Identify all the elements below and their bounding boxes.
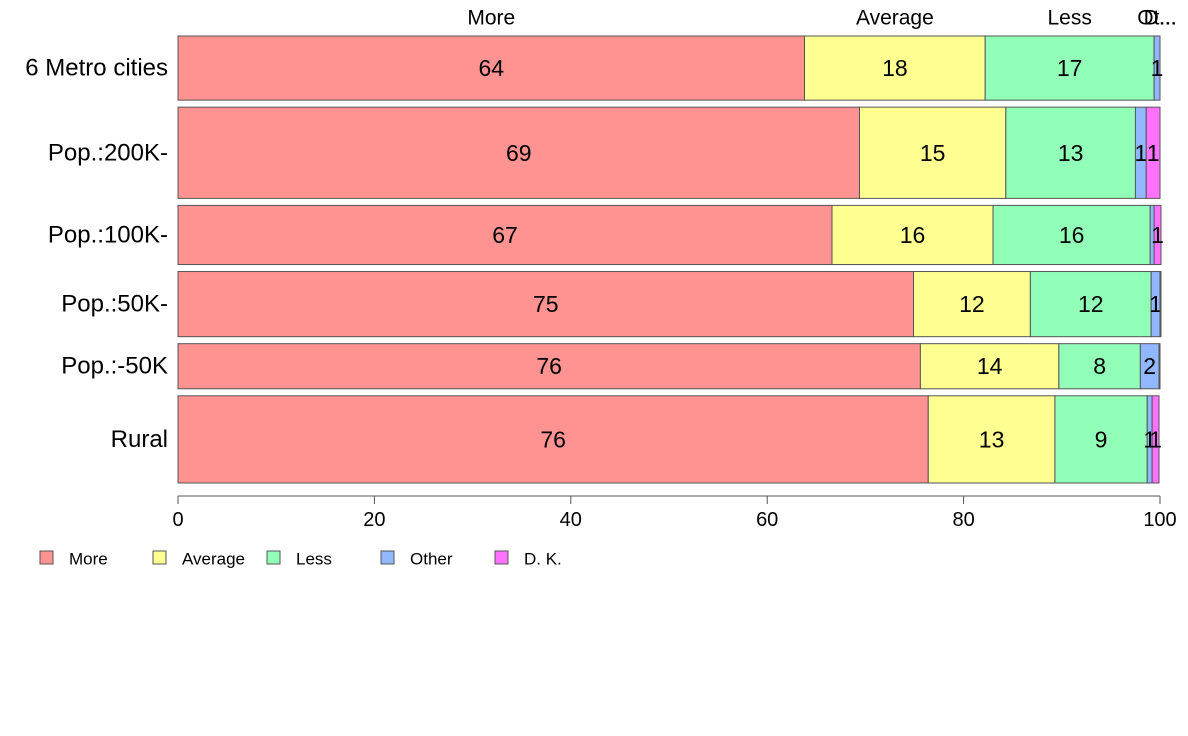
data-label-rural-more: 76: [540, 426, 566, 452]
bar-pop-100k-less: [992, 204, 1151, 266]
category-label-pop-50k: Pop.:50K-: [61, 291, 168, 318]
legend-label-other: Other: [410, 550, 453, 569]
legend-swatch-other: [380, 550, 395, 565]
category-label-pop-50k: Pop.:-50K: [61, 353, 168, 380]
bars: 64 18 17 169 15 13 1 167 16 16 175 12 12 176 14 8 276 13 9…: [177, 35, 1164, 484]
legend-label-less: Less: [296, 550, 332, 569]
data-label-6-metro-cities-more: 64: [478, 55, 504, 81]
data-label-pop-50k-more: 75: [533, 291, 559, 317]
bar-pop-50k-less: [1029, 271, 1152, 338]
data-label-pop-200k-d-k: 1: [1147, 140, 1160, 166]
data-label-pop-100k-more: 67: [492, 222, 518, 248]
bar-row-pop-200k: 69 15 13 1 1: [177, 106, 1161, 199]
legend-item-average: Average: [152, 550, 245, 569]
x-tick-label-0: 0: [172, 509, 183, 531]
legend-item-less: Less: [266, 550, 332, 569]
data-label-pop-50k-other: 2: [1143, 353, 1156, 379]
x-tick-label-100: 100: [1143, 509, 1176, 531]
data-label-pop-50k-average: 14: [977, 353, 1003, 379]
data-label-6-metro-cities-other: 1: [1151, 55, 1164, 81]
bar-6-metro-cities-other: [1153, 35, 1161, 101]
legend-item-other: Other: [380, 550, 453, 569]
legend-item-more: More: [39, 550, 108, 569]
bar-pop-200k-more: [177, 106, 861, 199]
data-label-pop-50k-less: 8: [1093, 353, 1106, 379]
legend: More Average Less Other D. K.: [39, 550, 562, 569]
bar-rural-average: [927, 395, 1056, 484]
legend-label-average: Average: [182, 550, 245, 569]
bar-pop-50k-average: [913, 271, 1031, 338]
top-label-d-k: D...: [1144, 7, 1177, 30]
bar-row-pop-50k: 76 14 8 2: [177, 343, 1161, 390]
category-label-6-metro-cities: 6 Metro cities: [25, 55, 168, 82]
bar-pop-200k-d-k: [1145, 106, 1161, 199]
data-label-pop-200k-average: 15: [920, 140, 946, 166]
data-label-pop-100k-less: 16: [1059, 222, 1085, 248]
category-label-pop-200k: Pop.:200K-: [48, 139, 168, 166]
category-label-rural: Rural: [111, 426, 168, 453]
data-label-pop-50k-other: 1: [1149, 291, 1162, 317]
x-axis: 0 20 40 60 80 100: [172, 495, 1177, 531]
legend-item-d-k: D. K.: [494, 550, 562, 569]
data-label-pop-100k-average: 16: [900, 222, 926, 248]
bar-pop-50k-less: [1058, 343, 1141, 390]
bar-row-6-metro-cities: 64 18 17 1: [177, 35, 1164, 101]
top-label-average: Average: [856, 7, 934, 30]
data-label-pop-100k-d-k: 1: [1151, 222, 1164, 248]
legend-swatch-average: [152, 550, 167, 565]
top-label-less: Less: [1047, 7, 1091, 30]
bar-row-pop-50k: 75 12 12 1: [177, 271, 1162, 338]
legend-label-more: More: [69, 550, 108, 569]
legend-swatch-d-k: [494, 550, 509, 565]
data-label-6-metro-cities-less: 17: [1057, 55, 1083, 81]
data-label-pop-200k-less: 13: [1058, 140, 1084, 166]
data-label-pop-200k-more: 69: [506, 140, 532, 166]
x-tick-label-40: 40: [560, 509, 582, 531]
data-label-6-metro-cities-average: 18: [882, 55, 908, 81]
bar-row-rural: 76 13 9 11: [177, 395, 1162, 484]
bar-pop-200k-less: [1005, 106, 1136, 199]
category-labels: 6 Metro cities Pop.:200K- Pop.:100K- Pop.:5…: [25, 55, 168, 453]
x-tick-label-20: 20: [363, 509, 385, 531]
data-label-pop-50k-less: 12: [1078, 291, 1104, 317]
data-label-rural-d-k: 1: [1149, 426, 1162, 452]
legend-swatch-less: [266, 550, 281, 565]
data-label-rural-less: 9: [1095, 426, 1108, 452]
top-label-other: Ot...: [1137, 7, 1177, 30]
bar-pop-50k-d-k: [1159, 271, 1162, 338]
x-tick-label-80: 80: [952, 509, 974, 531]
bar-rural-d-k: [1151, 395, 1160, 484]
bar-6-metro-cities-average: [804, 35, 986, 101]
data-label-rural-average: 13: [979, 426, 1005, 452]
x-tick-label-60: 60: [756, 509, 778, 531]
bar-rural-more: [177, 395, 929, 484]
bar-row-pop-100k: 67 16 16 1: [177, 204, 1164, 266]
bar-pop-100k-average: [831, 204, 994, 266]
data-label-pop-200k-other: 1: [1134, 140, 1147, 166]
data-label-pop-50k-more: 76: [536, 353, 562, 379]
legend-swatch-more: [39, 550, 54, 565]
data-label-pop-50k-average: 12: [959, 291, 985, 317]
bar-pop-100k-d-k: [1153, 204, 1162, 266]
bar-pop-200k-average: [859, 106, 1007, 199]
bar-pop-50k-d-k: [1158, 343, 1161, 390]
top-label-more: More: [467, 7, 515, 30]
bar-pop-100k-more: [177, 204, 833, 266]
category-label-pop-100k: Pop.:100K-: [48, 221, 168, 248]
top-series-labels: More Average Less Ot...D...: [467, 7, 1177, 30]
bar-pop-50k-more: [177, 271, 915, 338]
legend-label-d-k: D. K.: [524, 550, 562, 569]
